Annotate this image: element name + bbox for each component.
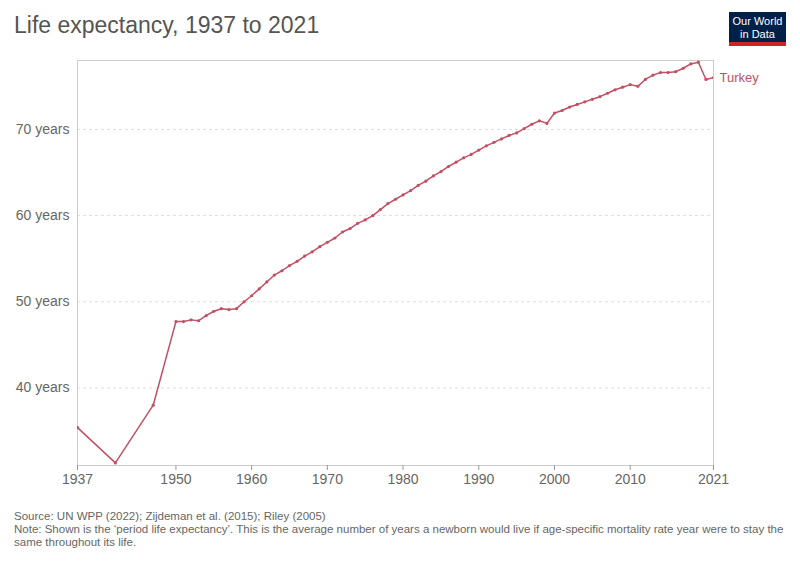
svg-text:1950: 1950	[160, 471, 191, 487]
html-text:Our World in Data: Our World in Data	[732, 15, 783, 40]
svg-text:Turkey: Turkey	[720, 70, 760, 85]
svg-text:1960: 1960	[236, 471, 267, 487]
svg-text:60 years: 60 years	[16, 207, 70, 223]
html-text:Life expectancy, 1937 to 2021: Life expectancy, 1937 to 2021	[14, 12, 320, 38]
svg-text:1937: 1937	[62, 471, 93, 487]
html-text:Note: Shown is the ‘period lif: Note: Shown is the ‘period life expectan…	[14, 523, 784, 548]
html-text:Source: UN WPP (2022); Zijdema: Source: UN WPP (2022); Zijdeman et al. (…	[14, 510, 326, 522]
svg-text:1970: 1970	[312, 471, 343, 487]
svg-text:2010: 2010	[615, 471, 646, 487]
svg-text:70 years: 70 years	[16, 121, 70, 137]
svg-text:1990: 1990	[463, 471, 494, 487]
svg-text:1980: 1980	[387, 471, 418, 487]
svg-text:50 years: 50 years	[16, 293, 70, 309]
svg-text:40 years: 40 years	[16, 379, 70, 395]
svg-text:2021: 2021	[698, 471, 729, 487]
svg-text:2000: 2000	[539, 471, 570, 487]
